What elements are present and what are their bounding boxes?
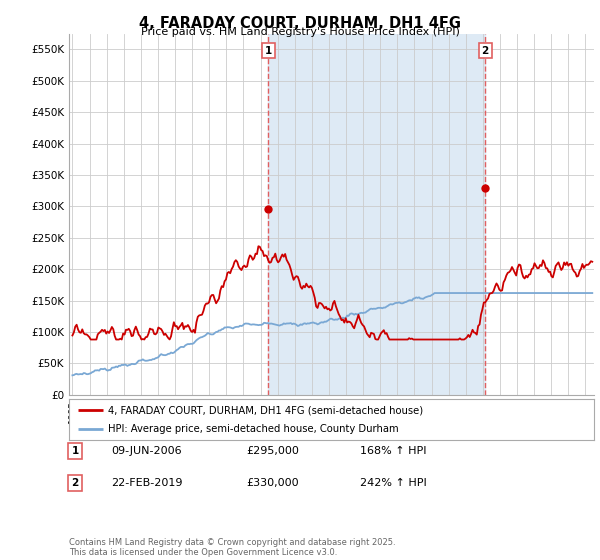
Text: 242% ↑ HPI: 242% ↑ HPI [360, 478, 427, 488]
Text: Contains HM Land Registry data © Crown copyright and database right 2025.
This d: Contains HM Land Registry data © Crown c… [69, 538, 395, 557]
Text: £295,000: £295,000 [246, 446, 299, 456]
Text: 4, FARADAY COURT, DURHAM, DH1 4FG: 4, FARADAY COURT, DURHAM, DH1 4FG [139, 16, 461, 31]
Text: £330,000: £330,000 [246, 478, 299, 488]
Text: HPI: Average price, semi-detached house, County Durham: HPI: Average price, semi-detached house,… [109, 424, 399, 433]
Text: 2: 2 [481, 45, 488, 55]
Text: 168% ↑ HPI: 168% ↑ HPI [360, 446, 427, 456]
Text: 1: 1 [265, 45, 272, 55]
Text: 4, FARADAY COURT, DURHAM, DH1 4FG (semi-detached house): 4, FARADAY COURT, DURHAM, DH1 4FG (semi-… [109, 405, 424, 415]
Text: 09-JUN-2006: 09-JUN-2006 [111, 446, 182, 456]
Text: 22-FEB-2019: 22-FEB-2019 [111, 478, 182, 488]
Text: 1: 1 [71, 446, 79, 456]
Text: 2: 2 [71, 478, 79, 488]
Text: Price paid vs. HM Land Registry's House Price Index (HPI): Price paid vs. HM Land Registry's House … [140, 27, 460, 37]
Bar [268, 34, 485, 395]
